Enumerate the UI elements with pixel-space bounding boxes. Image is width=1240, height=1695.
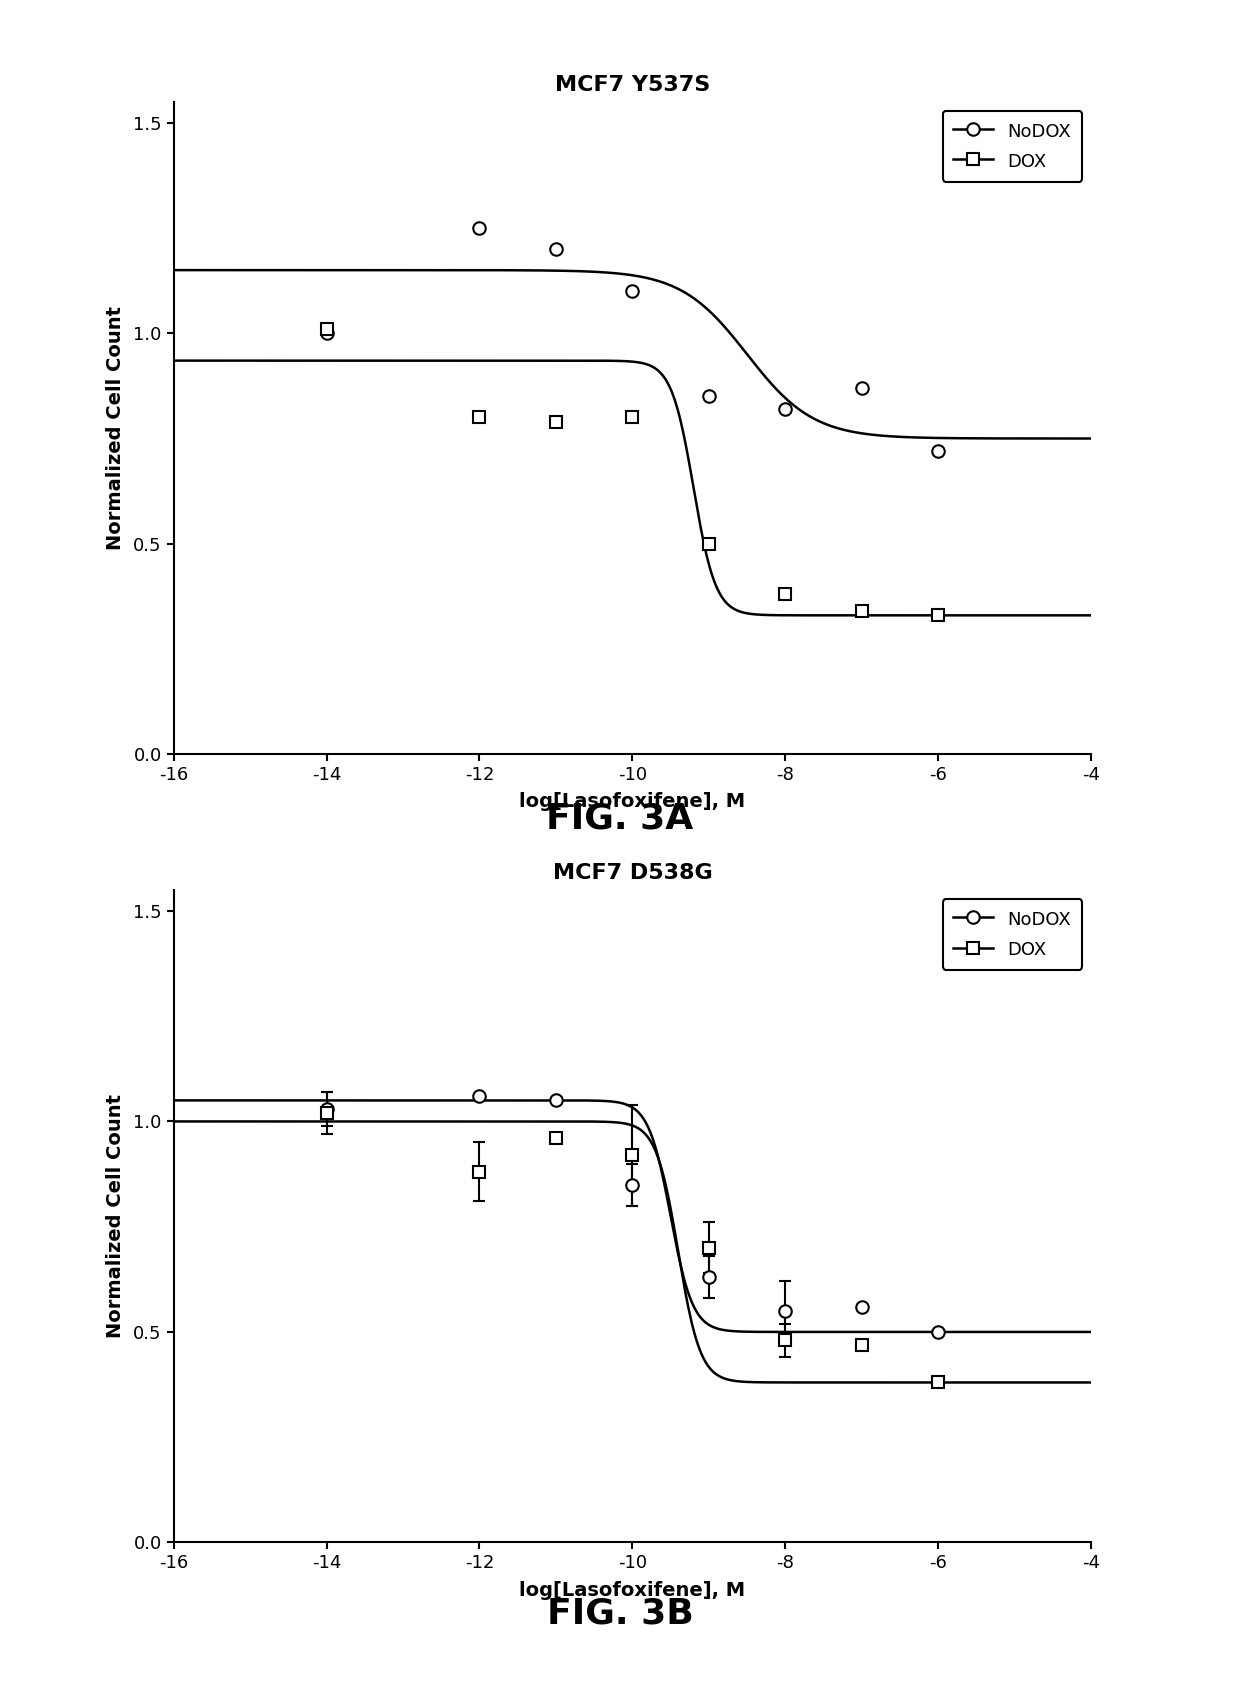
Title: MCF7 Y537S: MCF7 Y537S	[554, 75, 711, 95]
Y-axis label: Normalized Cell Count: Normalized Cell Count	[105, 1095, 125, 1337]
Legend: NoDOX, DOX: NoDOX, DOX	[942, 110, 1083, 181]
Y-axis label: Normalized Cell Count: Normalized Cell Count	[105, 307, 125, 549]
X-axis label: log[Lasofoxifene], M: log[Lasofoxifene], M	[520, 793, 745, 812]
Text: FIG. 3B: FIG. 3B	[547, 1597, 693, 1631]
Title: MCF7 D538G: MCF7 D538G	[553, 863, 712, 883]
Legend: NoDOX, DOX: NoDOX, DOX	[942, 898, 1083, 970]
X-axis label: log[Lasofoxifene], M: log[Lasofoxifene], M	[520, 1581, 745, 1600]
Text: FIG. 3A: FIG. 3A	[547, 802, 693, 836]
